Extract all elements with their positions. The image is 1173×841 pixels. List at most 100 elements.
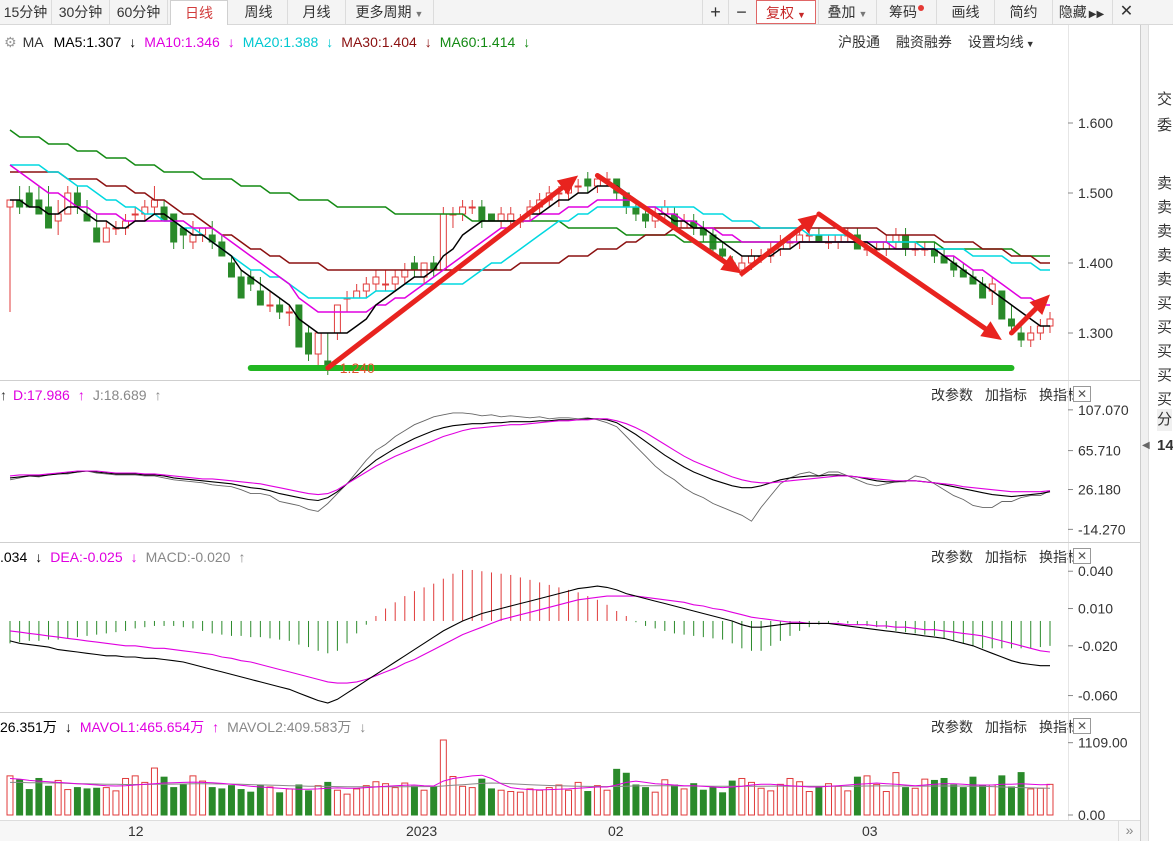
set-ma-link[interactable]: 设置均线 ▼ — [967, 34, 1035, 50]
candle-body — [632, 206, 640, 215]
tab-30min[interactable]: 30分钟 — [52, 0, 110, 24]
chevron-left-icon[interactable]: ◀ — [1142, 440, 1150, 451]
volume-bar — [545, 787, 553, 816]
tab-daily[interactable]: 日线 — [170, 0, 228, 25]
kdj-d-value: D:17.986 ↑ — [13, 387, 85, 403]
volume-bar — [613, 768, 621, 816]
panel-divider[interactable] — [0, 542, 1140, 543]
price-axis-tick-label: 1.600 — [1078, 115, 1113, 131]
fuquan-button[interactable]: 复权 ▼ — [756, 0, 816, 24]
drawline-button[interactable]: 画线 — [936, 0, 994, 24]
panel-divider[interactable] — [0, 712, 1140, 713]
change-params-button[interactable]: 改参数 — [931, 549, 973, 565]
macd-axis-tick-label: -0.020 — [1078, 638, 1118, 654]
volume-bar — [902, 787, 910, 816]
candle-body — [102, 227, 110, 243]
side-label: 卖 — [1157, 199, 1173, 216]
close-icon[interactable]: ✕ — [1073, 386, 1091, 402]
simple-button[interactable]: 简约 — [994, 0, 1052, 24]
side-label[interactable]: 分 — [1157, 409, 1173, 431]
candle-body — [131, 213, 139, 216]
zoom-out-button[interactable]: − — [728, 0, 754, 24]
volume-bar — [410, 785, 418, 816]
side-label: 买 — [1157, 295, 1173, 312]
volume-bar — [6, 775, 14, 816]
volume-bar — [728, 780, 736, 816]
low-price-label: 1.240 — [340, 360, 375, 376]
candle-body — [998, 290, 1006, 320]
volume-bar — [815, 787, 823, 816]
ma10-line — [9, 164, 1050, 313]
tab-weekly[interactable]: 周线 — [230, 0, 288, 24]
ma30-line — [10, 171, 1050, 271]
side-label: 买 — [1157, 319, 1173, 336]
volume-bar — [584, 791, 592, 816]
volume-bar — [276, 792, 284, 816]
double-chevron-right-icon[interactable]: » — [1118, 820, 1140, 841]
candle-body — [497, 213, 505, 222]
chevron-down-icon: ▼ — [414, 9, 424, 19]
switch-indicator-button[interactable]: 换指标 — [1039, 387, 1081, 403]
add-indicator-button[interactable]: 加指标 — [985, 387, 1027, 403]
macd-legend: .034 ↓ DEA:-0.025 ↓ MACD:-0.020 ↑ — [0, 547, 253, 567]
volume-bar — [699, 789, 707, 816]
tab-60min[interactable]: 60分钟 — [110, 0, 168, 24]
chevron-down-icon: ▼ — [858, 9, 868, 19]
candle-body — [305, 332, 313, 355]
change-params-button[interactable]: 改参数 — [931, 387, 973, 403]
stock-chart[interactable]: 1.600 1.500 1.400 1.300 1.240 107.070 65.710 26… — [0, 0, 1140, 820]
chevron-down-icon: ▼ — [797, 10, 806, 20]
kdj-axis-tick-label: 26.180 — [1078, 482, 1121, 498]
volume-bar — [478, 778, 486, 816]
reversal-arrow-shaft — [1008, 306, 1039, 336]
side-label: 买 — [1157, 367, 1173, 384]
hide-label: 隐藏 — [1058, 4, 1087, 20]
add-indicator-button[interactable]: 加指标 — [985, 719, 1027, 735]
switch-indicator-button[interactable]: 换指标 — [1039, 719, 1081, 735]
close-icon[interactable]: ✕ — [1112, 0, 1140, 24]
ma60-value: MA60:1.414 ↓ — [439, 34, 531, 50]
volume-bar — [536, 789, 544, 816]
gear-icon[interactable]: ⚙ — [4, 34, 17, 50]
volume-bar — [805, 791, 813, 816]
volume-bar — [825, 783, 833, 816]
tab-monthly[interactable]: 月线 — [288, 0, 346, 24]
chips-button[interactable]: 筹码 — [876, 0, 936, 24]
volume-bar — [969, 776, 977, 816]
close-icon[interactable]: ✕ — [1073, 548, 1091, 564]
volume-bar — [160, 776, 168, 816]
candle-body — [54, 213, 62, 222]
macd-panel-actions: 改参数 加指标 换指标 — [919, 547, 1081, 567]
volume-bar — [680, 788, 688, 816]
volume-bar — [189, 775, 197, 816]
tab-more-periods[interactable]: 更多周期 ▼ — [346, 0, 434, 24]
volume-bar — [353, 788, 361, 816]
hugutong-link[interactable]: 沪股通 — [838, 34, 880, 50]
switch-indicator-button[interactable]: 换指标 — [1039, 549, 1081, 565]
volume-bar — [102, 787, 110, 816]
volume-bar — [343, 793, 351, 816]
volume-bar — [526, 788, 534, 816]
tab-15min[interactable]: 15分钟 — [0, 0, 52, 24]
volume-bar — [35, 777, 43, 816]
volume-bar — [131, 775, 139, 816]
volume-bar — [122, 777, 130, 816]
reversal-arrow-head — [1029, 294, 1050, 316]
panel-divider[interactable] — [0, 380, 1140, 381]
add-indicator-button[interactable]: 加指标 — [985, 549, 1027, 565]
candle-body — [64, 192, 72, 215]
side-label: 卖 — [1157, 271, 1173, 288]
kdj-panel-actions: 改参数 加指标 换指标 — [919, 385, 1081, 405]
price-axis-tick-label: 1.300 — [1078, 325, 1113, 341]
hide-button[interactable]: 隐藏 ▶▶ — [1052, 0, 1110, 24]
overlay-button[interactable]: 叠加 ▼ — [818, 0, 876, 24]
mavol1-value: MAVOL1:465.654万 ↑ — [79, 719, 220, 735]
close-icon[interactable]: ✕ — [1073, 718, 1091, 734]
vol-legend: 26.351万 ↓ MAVOL1:465.654万 ↑ MAVOL2:409.583万 ↓ — [0, 717, 374, 737]
zoom-in-button[interactable]: + — [702, 0, 728, 24]
panel-scrollbar[interactable] — [1141, 25, 1149, 841]
margin-trading-link[interactable]: 融资融券 — [895, 34, 952, 50]
change-params-button[interactable]: 改参数 — [931, 719, 973, 735]
kdj-k-line — [9, 418, 1051, 502]
side-label: 买 — [1157, 343, 1173, 360]
